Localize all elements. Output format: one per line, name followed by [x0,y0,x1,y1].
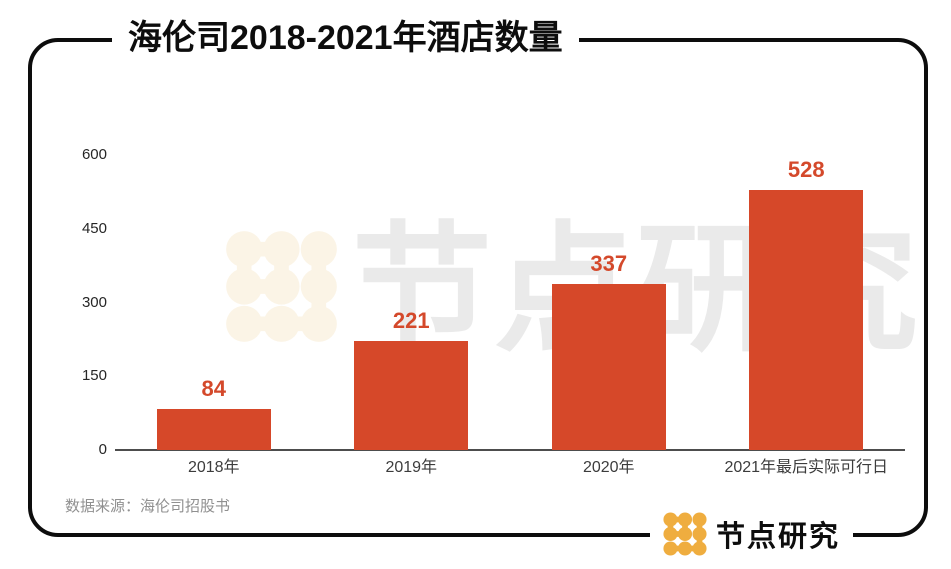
x-axis-label: 2018年 [187,459,240,476]
chart-title: 海伦司2018-2021年酒店数量 [112,16,579,60]
bar [749,190,864,450]
bar-value-label: 84 [201,375,226,401]
x-axis-line [115,449,905,451]
bar-value-label: 528 [787,157,825,183]
brand-logo: 节点研究 [650,506,854,562]
bar [156,408,271,450]
x-axis-label: 2020年 [582,459,635,476]
node-dots-watermark-icon [226,231,337,342]
y-axis-tick-label: 150 [81,367,107,385]
y-axis-tick-label: 600 [81,146,107,163]
node-dots-logo-icon [663,512,707,556]
y-axis-tick-label: 300 [81,293,107,311]
bar [551,284,666,450]
x-axis-label: 2021年最后实际可行日 [724,459,889,476]
y-axis-tick-label: 0 [98,441,107,458]
bar [354,341,469,450]
brand-logo-text: 节点研究 [716,521,841,553]
data-source-note: 数据来源：海伦司招股书 [65,498,231,515]
bar-value-label: 221 [392,308,430,334]
bar-value-label: 337 [590,251,628,277]
x-axis-label: 2019年 [385,459,438,476]
y-axis-tick-label: 450 [81,219,107,237]
